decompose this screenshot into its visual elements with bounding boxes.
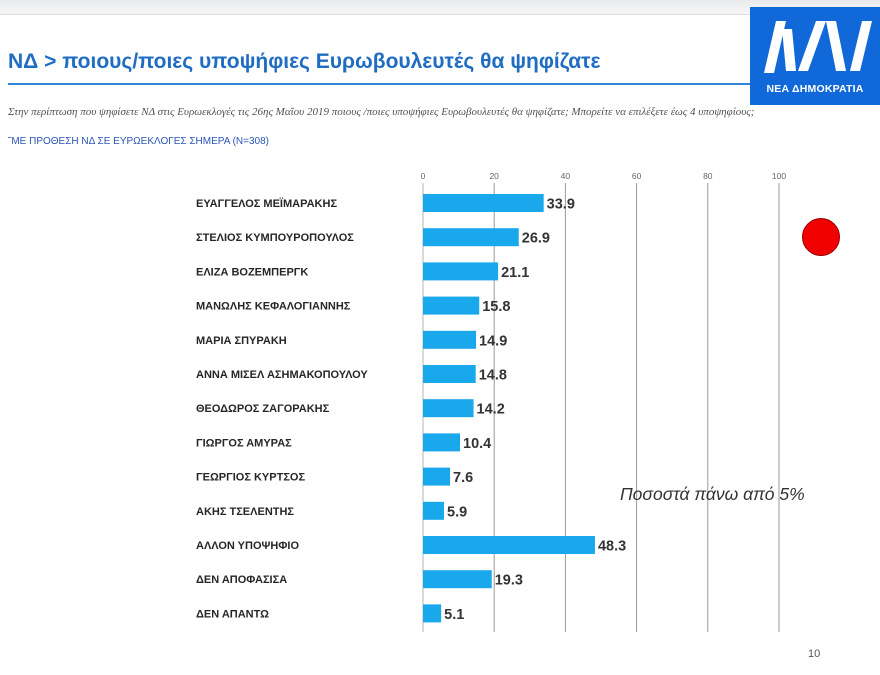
bar: [423, 501, 445, 520]
logo-mark-icon: [764, 21, 872, 73]
value-label: 15.8: [482, 299, 510, 315]
value-label: 21.1: [501, 265, 529, 281]
bar: [423, 365, 476, 383]
category-labels: ΕΥΑΓΓΕΛΟΣ ΜΕΪΜΑΡΑΚΗΣ ΣΤΕΛΙΟΣ ΚΥΜΠΟΥΡΟΠΟΥΛ…: [196, 197, 368, 620]
x-tick-label: 40: [561, 171, 571, 181]
category-label: ΑΚΗΣ ΤΣΕΛΕΝΤΗΣ: [196, 506, 294, 518]
value-label: 33.9: [547, 197, 575, 213]
category-label: ΑΛΛΟΝ ΥΠΟΨΗΦΙΟ: [196, 540, 299, 552]
value-label: 14.9: [479, 333, 507, 349]
bar: [423, 570, 492, 589]
bar: [423, 262, 499, 281]
base-note: ˜ΜΕ ΠΡΟΘΕΣΗ ΝΔ ΣΕ ΕΥΡΩΕΚΛΟΓΕΣ ΣΗΜΕΡΑ (N=…: [8, 136, 270, 147]
bar: [423, 330, 477, 349]
red-dot-marker: [802, 218, 840, 256]
bar: [423, 433, 461, 452]
category-label: ΜΑΝΩΛΗΣ ΚΕΦΑΛΟΓΙΑΝΝΗΣ: [196, 301, 351, 313]
bar: [423, 604, 442, 623]
question-text: Στην περίπτωση που ψηφίσετε ΝΔ στις Ευρω…: [8, 106, 755, 118]
value-labels: 33.9 26.9 21.1 15.8 14.9 14.8 14.2 10.4 7.6 5.9 48…: [444, 197, 626, 623]
bar: [423, 228, 519, 247]
value-label: 19.3: [495, 573, 523, 589]
top-strip: [0, 0, 880, 15]
category-label: ΕΛΙΖΑ ΒΟΖΕΜΠΕΡΓΚ: [196, 266, 308, 278]
bar: [423, 467, 451, 486]
value-label: 5.1: [444, 607, 464, 623]
bar: [423, 536, 595, 554]
value-label: 7.6: [453, 470, 473, 486]
bar: [423, 296, 480, 315]
value-label: 5.9: [447, 504, 467, 520]
x-tick-label: 100: [772, 171, 786, 181]
category-label: ΓΕΩΡΓΙΟΣ ΚΥΡΤΣΟΣ: [196, 472, 305, 484]
category-label: ΣΤΕΛΙΟΣ ΚΥΜΠΟΥΡΟΠΟΥΛΟΣ: [196, 232, 354, 244]
page-title: ΝΔ > ποιους/ποιες υποψήφιες Ευρωβουλευτέ…: [8, 50, 601, 73]
bar: [423, 399, 474, 418]
category-label: ΘΕΟΔΩΡΟΣ ΖΑΓΟΡΑΚΗΣ: [196, 403, 330, 415]
category-label: ΑΝΝΑ ΜΙΣΕΛ ΑΣΗΜΑΚΟΠΟΥΛΟΥ: [196, 369, 368, 381]
category-label: ΓΙΩΡΓΟΣ ΑΜΥΡΑΣ: [196, 437, 292, 449]
category-label: ΔΕΝ ΑΠΟΦΑΣΙΣΑ: [196, 574, 287, 586]
value-label: 14.8: [479, 368, 507, 384]
category-label: ΕΥΑΓΓΕΛΟΣ ΜΕΪΜΑΡΑΚΗΣ: [196, 197, 337, 210]
x-tick-label: 80: [703, 171, 713, 181]
value-label: 48.3: [598, 539, 626, 555]
bar: [423, 194, 544, 212]
x-tick-label: 0: [421, 171, 426, 181]
x-axis-ticks: 0 20 40 60 80 100: [421, 171, 787, 181]
page-number: 10: [808, 648, 821, 660]
category-label: ΜΑΡΙΑ ΣΠΥΡΑΚΗ: [196, 335, 287, 347]
x-tick-label: 60: [632, 171, 642, 181]
party-logo: ΝΕΑ ΔΗΜΟΚΡΑΤΙΑ: [750, 7, 880, 105]
value-label: 14.2: [477, 402, 505, 418]
logo-text: ΝΕΑ ΔΗΜΟΚΡΑΤΙΑ: [766, 83, 864, 95]
title-underline: [8, 83, 756, 85]
bars: [423, 194, 595, 623]
value-label: 26.9: [522, 231, 550, 247]
threshold-note: Ποσοστά πάνω από 5%: [620, 484, 805, 504]
value-label: 10.4: [463, 436, 491, 452]
category-label: ΔΕΝ ΑΠΑΝΤΩ: [196, 608, 269, 620]
x-tick-label: 20: [489, 171, 499, 181]
